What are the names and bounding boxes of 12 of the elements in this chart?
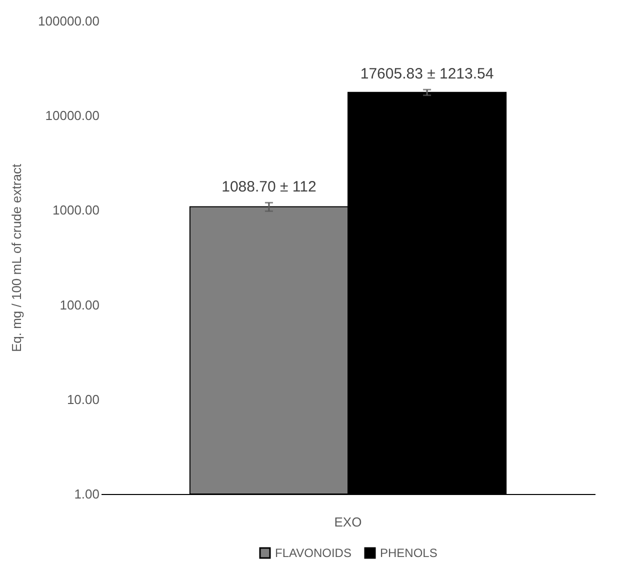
data-label: 1088.70 ± 112 (222, 178, 316, 196)
x-tick-label: EXO (334, 514, 362, 530)
y-tick-label: 10.00 (66, 392, 100, 407)
legend-label: FLAVONOIDS (275, 546, 352, 560)
y-tick-label: 1000.00 (52, 202, 100, 218)
y-tick-label: 10000.00 (45, 108, 100, 124)
data-label: 17605.83 ± 1213.54 (360, 66, 494, 83)
y-axis-title: Eq. mg / 100 mL of crude extract (9, 164, 24, 352)
y-tick-label: 100000.00 (38, 14, 100, 28)
legend-label: PHENOLS (380, 546, 438, 560)
y-tick-label: 1.00 (74, 486, 100, 502)
y-tick-label: 100.00 (60, 297, 100, 312)
